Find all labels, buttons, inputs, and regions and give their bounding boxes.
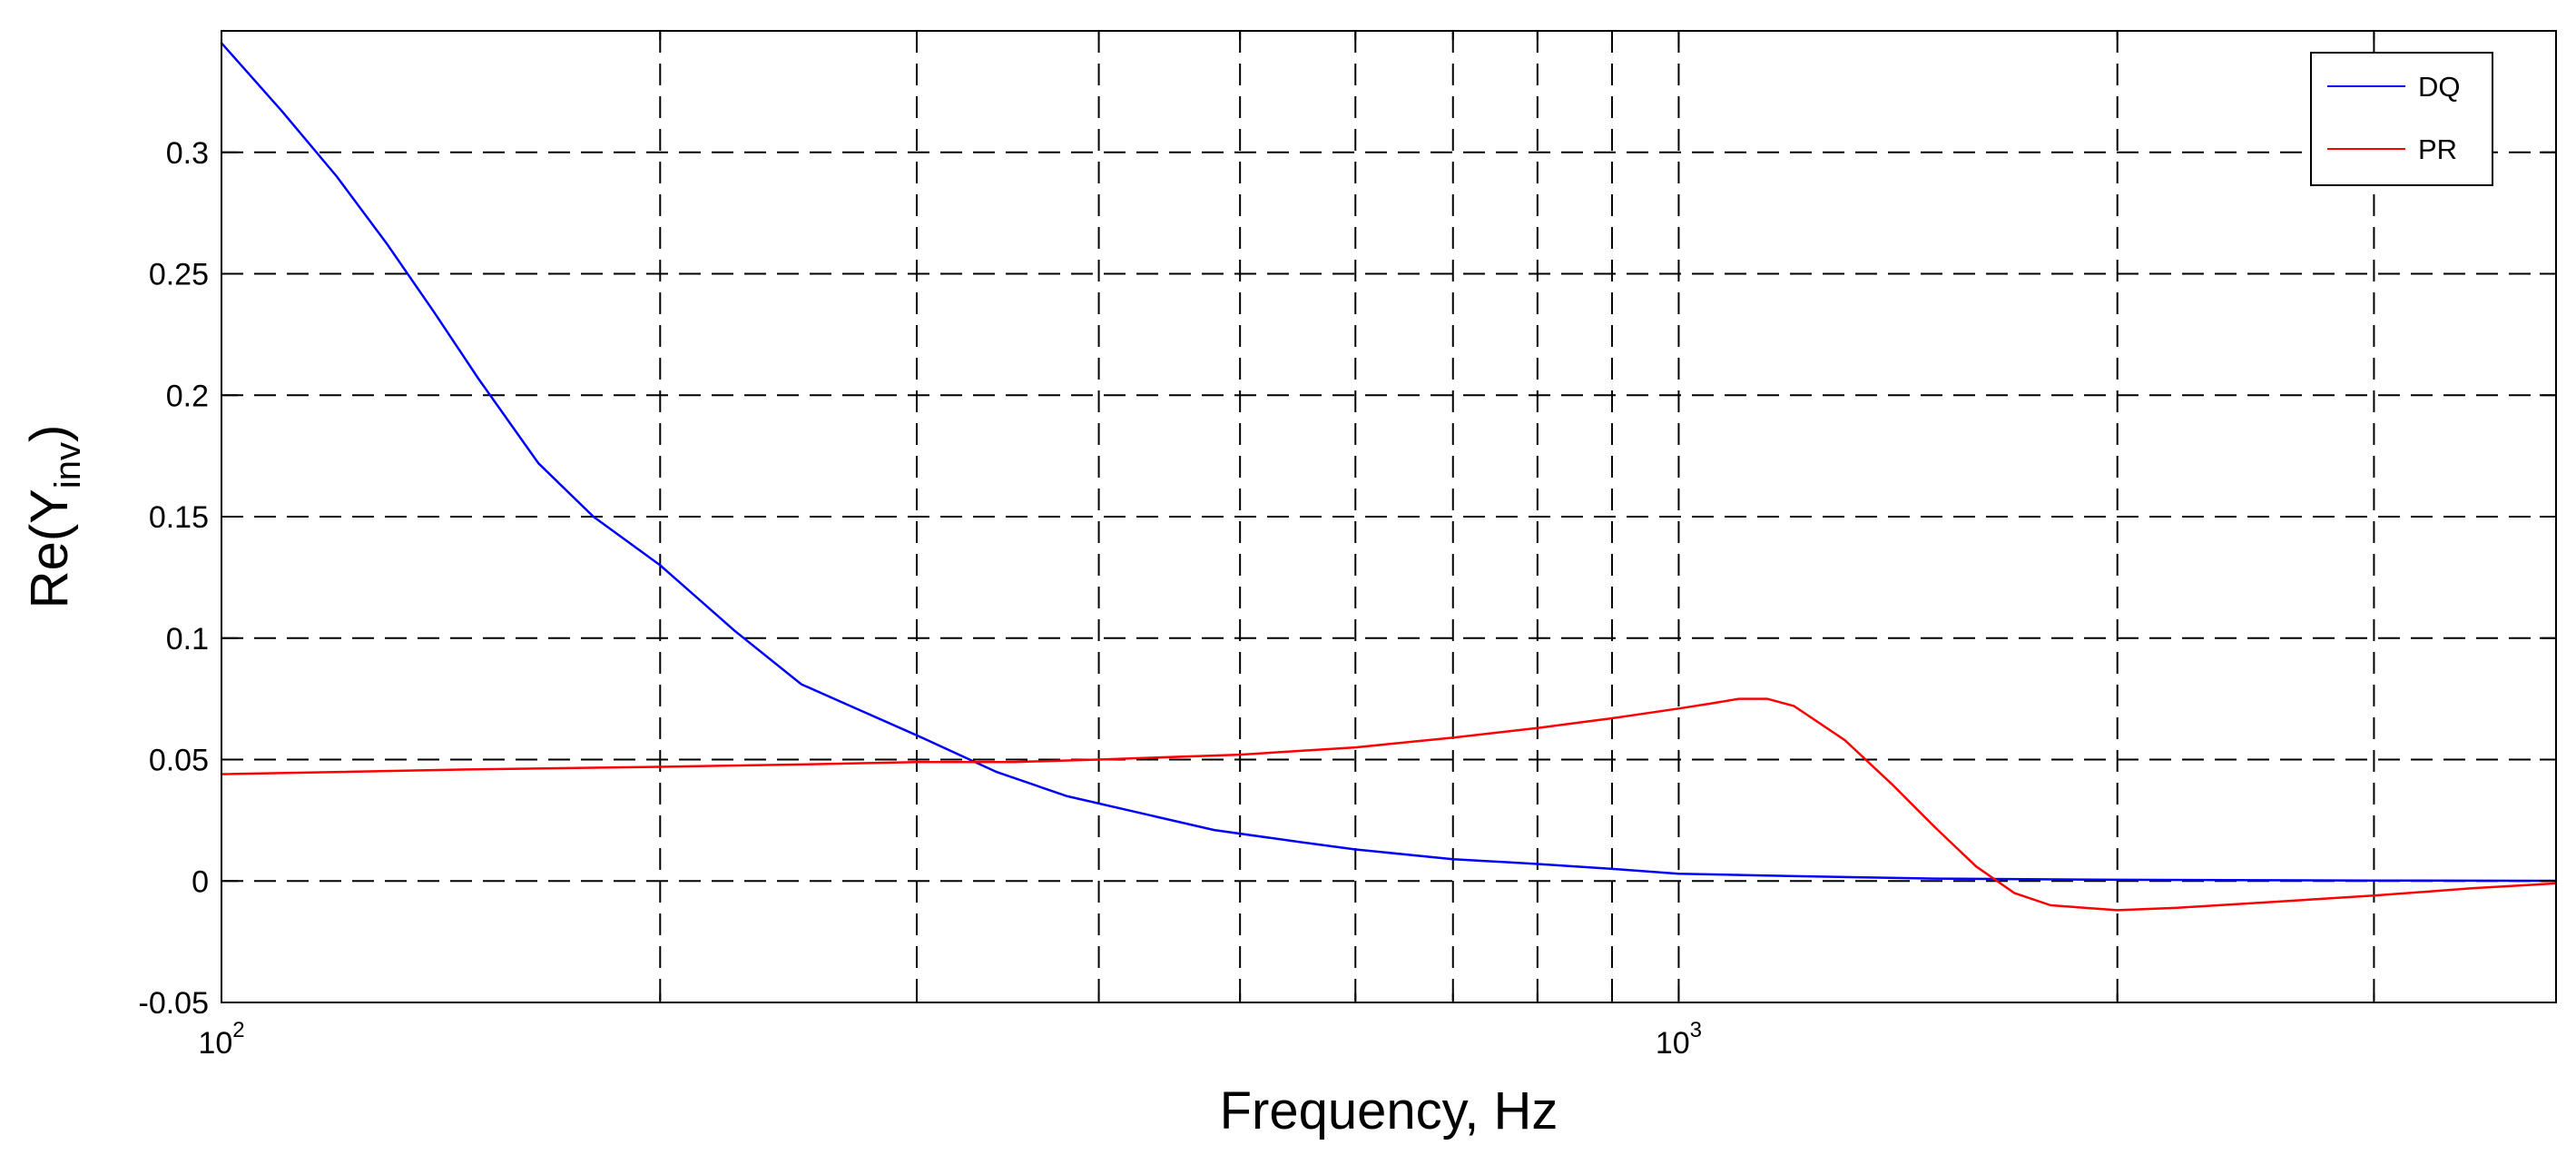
x-tick-label-exponent: 3 xyxy=(1690,1018,1702,1042)
y-axis-title: Re(Yinv) xyxy=(20,425,88,609)
y-axis-title-sub: inv xyxy=(48,442,88,489)
legend-label-dq: DQ xyxy=(2418,71,2461,103)
x-tick-label: 103 xyxy=(1656,1018,1702,1061)
y-tick-label: 0.2 xyxy=(166,379,209,413)
legend: DQ PR xyxy=(2310,52,2493,186)
series-line-dq xyxy=(220,42,2558,883)
x-tick-label: 102 xyxy=(198,1018,244,1061)
x-tick-label-base: 10 xyxy=(198,1026,232,1061)
y-axis-title-base: Re(Y xyxy=(20,489,79,608)
series-layer xyxy=(220,42,2558,912)
y-tick-label: 0 xyxy=(192,864,209,899)
y-tick-label: 0.05 xyxy=(149,744,209,778)
series-line-pr xyxy=(220,697,2558,912)
y-tick-label: 0.15 xyxy=(149,500,209,535)
y-tick-label: 0.25 xyxy=(149,258,209,292)
x-tick-label-exponent: 2 xyxy=(232,1018,244,1042)
legend-box xyxy=(2310,52,2493,186)
plot-background xyxy=(221,31,2556,1002)
x-tick-label-base: 10 xyxy=(1656,1026,1690,1061)
y-axis-title-close: ) xyxy=(20,425,79,442)
x-axis-title: Frequency, Hz xyxy=(1220,1081,1558,1140)
y-tick-label: 0.1 xyxy=(166,622,209,656)
axis-ticks xyxy=(221,31,2557,1003)
y-tick-label: -0.05 xyxy=(139,986,210,1021)
legend-label-pr: PR xyxy=(2418,133,2457,165)
y-tick-label: 0.3 xyxy=(166,136,209,171)
